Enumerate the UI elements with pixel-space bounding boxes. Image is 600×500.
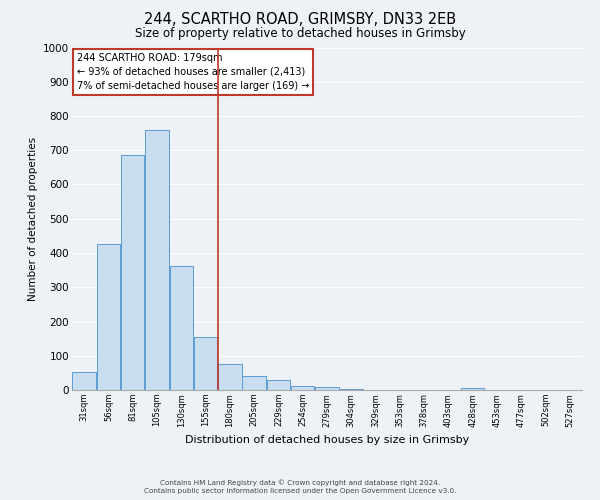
Text: 244 SCARTHO ROAD: 179sqm
← 93% of detached houses are smaller (2,413)
7% of semi: 244 SCARTHO ROAD: 179sqm ← 93% of detach…	[77, 52, 310, 90]
Bar	[242, 376, 266, 390]
Bar	[340, 389, 363, 390]
Bar	[315, 388, 339, 390]
Y-axis label: Number of detached properties: Number of detached properties	[28, 136, 38, 301]
Bar	[266, 380, 290, 390]
Bar	[291, 386, 314, 390]
Bar	[218, 364, 242, 390]
Bar	[170, 266, 193, 390]
X-axis label: Distribution of detached houses by size in Grimsby: Distribution of detached houses by size …	[185, 435, 469, 445]
Bar	[461, 388, 484, 390]
Text: Contains HM Land Registry data © Crown copyright and database right 2024.
Contai: Contains HM Land Registry data © Crown c…	[144, 479, 456, 494]
Bar	[73, 372, 96, 390]
Text: Size of property relative to detached houses in Grimsby: Size of property relative to detached ho…	[134, 28, 466, 40]
Text: 244, SCARTHO ROAD, GRIMSBY, DN33 2EB: 244, SCARTHO ROAD, GRIMSBY, DN33 2EB	[144, 12, 456, 28]
Bar	[121, 156, 145, 390]
Bar	[194, 337, 217, 390]
Bar	[97, 244, 120, 390]
Bar	[145, 130, 169, 390]
